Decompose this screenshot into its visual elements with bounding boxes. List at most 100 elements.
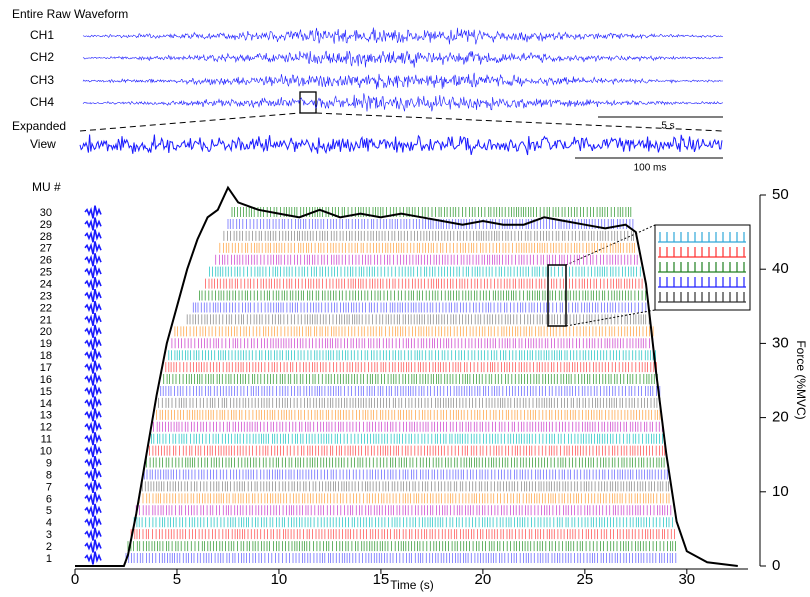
inset-train <box>658 262 746 273</box>
spike-train <box>168 350 656 361</box>
x-tick-label: 15 <box>373 571 390 588</box>
mu-waveform <box>84 300 102 315</box>
y-axis-label: Force (%MVC) <box>794 340 808 419</box>
mu-number: 2 <box>46 541 52 553</box>
inset-train <box>658 277 746 288</box>
mu-waveform <box>84 515 102 529</box>
mu-number: 14 <box>40 398 52 410</box>
mu-number: 22 <box>40 302 52 314</box>
spike-train <box>141 481 669 492</box>
mu-number: 11 <box>41 434 52 446</box>
mu-waveform <box>84 253 102 267</box>
raw-waveform <box>82 93 724 112</box>
x-tick-label: 0 <box>71 571 79 588</box>
mu-waveform <box>84 455 102 470</box>
y-tick-label: 30 <box>772 334 789 351</box>
raw-title: Entire Raw Waveform <box>12 7 128 21</box>
zoom-line <box>565 309 656 327</box>
zoom-line <box>315 112 724 132</box>
spike-train <box>165 362 657 373</box>
spike-train <box>215 254 638 265</box>
spike-train <box>158 397 661 408</box>
scale-label: 100 ms <box>634 163 667 174</box>
spike-train <box>127 541 676 552</box>
mu-waveform <box>84 444 102 458</box>
x-tick-label: 20 <box>475 571 492 588</box>
x-tick-label: 30 <box>678 571 695 588</box>
mu-number: 30 <box>40 207 52 219</box>
channel-label: CH2 <box>30 50 54 64</box>
spike-train <box>163 374 658 385</box>
y-tick-label: 0 <box>772 557 780 574</box>
spike-train <box>160 385 661 396</box>
mu-label: MU # <box>32 180 61 194</box>
mu-waveform <box>84 551 102 565</box>
spike-train <box>186 314 650 325</box>
mu-number: 28 <box>40 231 52 243</box>
mu-waveform <box>84 241 102 255</box>
zoom-box <box>547 264 567 327</box>
spike-train <box>125 553 677 563</box>
spike-train <box>174 326 654 337</box>
spike-train <box>135 505 672 516</box>
zoom-box <box>299 91 317 114</box>
x-tick-label: 10 <box>271 571 288 588</box>
mu-waveform <box>84 396 102 410</box>
mu-waveform <box>84 288 102 303</box>
x-axis-label: Time (s) <box>390 578 434 592</box>
mu-waveform <box>84 205 102 219</box>
spike-train <box>153 421 663 432</box>
mu-number: 3 <box>46 529 52 541</box>
mu-number: 4 <box>46 517 52 529</box>
mu-number: 7 <box>46 481 52 493</box>
mu-waveform <box>84 348 102 362</box>
spike-train <box>156 409 661 420</box>
spike-train <box>192 302 647 313</box>
expanded-waveform <box>79 134 723 156</box>
spike-train <box>130 529 675 540</box>
mu-waveform <box>84 527 102 541</box>
raw-waveform <box>82 50 724 68</box>
mu-number: 1 <box>46 553 52 565</box>
mu-number: 21 <box>40 314 52 326</box>
mu-waveform <box>84 384 102 398</box>
expanded-label: View <box>30 137 56 151</box>
mu-number: 12 <box>40 422 52 434</box>
zoom-line <box>79 112 301 132</box>
spike-train <box>133 517 673 528</box>
mu-waveform <box>84 217 102 231</box>
mu-waveform <box>84 277 102 291</box>
mu-waveform <box>84 408 102 422</box>
mu-waveform <box>84 265 102 279</box>
mu-number: 8 <box>46 469 52 481</box>
mu-number: 18 <box>40 350 52 362</box>
inset-train <box>658 247 746 258</box>
mu-number: 6 <box>46 493 52 505</box>
mu-number: 17 <box>40 362 52 374</box>
scale-label: 5 s <box>661 121 674 132</box>
mu-number: 25 <box>40 267 52 279</box>
spike-train <box>227 218 634 229</box>
mu-number: 13 <box>40 410 52 422</box>
mu-number: 10 <box>40 446 52 458</box>
mu-waveform <box>84 432 102 446</box>
mu-number: 23 <box>40 290 52 302</box>
mu-number: 20 <box>40 326 52 338</box>
spike-train <box>143 469 668 480</box>
spike-train <box>171 338 654 349</box>
channel-label: CH4 <box>30 95 54 109</box>
spike-train <box>199 290 646 301</box>
mu-waveform <box>84 336 102 350</box>
mu-waveform <box>84 324 102 338</box>
mu-waveform <box>84 420 102 434</box>
spike-train <box>149 445 666 456</box>
spike-train <box>138 493 670 504</box>
mu-number: 9 <box>46 457 52 469</box>
mu-waveform <box>84 539 102 553</box>
y-tick-label: 10 <box>772 483 789 500</box>
spike-train <box>146 457 665 468</box>
y-tick-label: 20 <box>772 409 789 426</box>
x-tick-label: 25 <box>577 571 594 588</box>
spike-train <box>205 278 643 289</box>
